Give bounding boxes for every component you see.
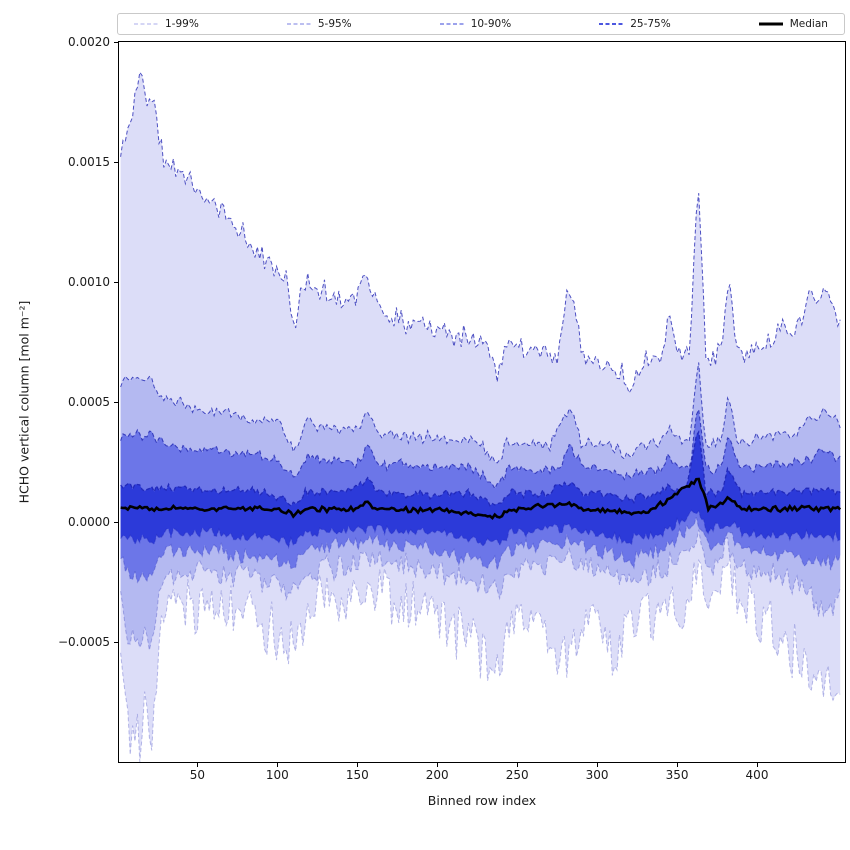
y-tick-label-0.0020: 0.0020 bbox=[68, 35, 110, 49]
percentile-line-lower-p10 bbox=[120, 516, 841, 584]
x-tick-mark bbox=[437, 763, 439, 767]
x-tick-label-150: 150 bbox=[345, 768, 369, 782]
x-tick-mark bbox=[517, 763, 519, 767]
band-fill-25-75 bbox=[120, 431, 841, 548]
y-tick-mark bbox=[114, 282, 118, 283]
x-tick-mark bbox=[197, 763, 199, 767]
y-tick-label-0.0015: 0.0015 bbox=[68, 155, 110, 169]
percentile-line-lower-p01 bbox=[120, 558, 841, 762]
axes-box bbox=[118, 41, 846, 763]
x-tick-label-250: 250 bbox=[505, 768, 529, 782]
legend-sample-line bbox=[599, 23, 624, 25]
legend-sample-line bbox=[286, 23, 311, 25]
legend: 1-99% 5-95% 10-90% 25-75% Median bbox=[117, 13, 845, 35]
legend-item-1-99-[interactable]: 1-99% bbox=[134, 18, 199, 30]
legend-sample-line bbox=[439, 23, 464, 25]
percentile-line-upper-p95 bbox=[120, 362, 841, 464]
x-tick-label-50: 50 bbox=[189, 768, 206, 782]
percentile-line-upper-p90 bbox=[120, 407, 841, 490]
x-tick-label-200: 200 bbox=[425, 768, 449, 782]
legend-label: Median bbox=[789, 18, 828, 30]
legend-item-5-95-[interactable]: 5-95% bbox=[286, 18, 352, 30]
plot-area bbox=[120, 71, 842, 762]
legend-item-25-75-[interactable]: 25-75% bbox=[599, 18, 671, 30]
y-axis-label: HCHO vertical column [mol m⁻²] bbox=[16, 300, 32, 504]
percentile-line-upper-p75 bbox=[120, 429, 841, 507]
y-tick-mark bbox=[114, 642, 118, 643]
y-tick-label-0.0010: 0.0010 bbox=[68, 275, 110, 289]
legend-label: 5-95% bbox=[317, 18, 352, 30]
x-tick-mark bbox=[597, 763, 599, 767]
y-tick-mark bbox=[114, 402, 118, 403]
y-tick-label-0.0000: 0.0000 bbox=[68, 515, 110, 529]
legend-item-median[interactable]: Median bbox=[758, 18, 828, 30]
x-tick-label-100: 100 bbox=[265, 768, 289, 782]
legend-sample-line bbox=[134, 23, 158, 25]
percentile-line-upper-p99 bbox=[120, 71, 841, 395]
legend-label: 1-99% bbox=[165, 18, 199, 30]
x-tick-label-350: 350 bbox=[665, 768, 689, 782]
x-tick-label-400: 400 bbox=[745, 768, 769, 782]
legend-label: 10-90% bbox=[470, 18, 512, 30]
legend-item-10-90-[interactable]: 10-90% bbox=[439, 18, 512, 30]
y-tick-mark bbox=[114, 522, 118, 523]
x-tick-mark bbox=[757, 763, 758, 767]
legend-label: 25-75% bbox=[630, 18, 671, 30]
x-tick-label-300: 300 bbox=[585, 768, 609, 782]
x-tick-mark bbox=[677, 763, 679, 767]
median-line bbox=[120, 477, 842, 521]
band-fill-1-99 bbox=[120, 72, 841, 762]
x-tick-mark bbox=[357, 763, 359, 767]
y-tick-label-−0.0005: −0.0005 bbox=[57, 635, 110, 649]
y-tick-mark bbox=[114, 162, 118, 163]
legend-sample-line bbox=[758, 22, 783, 26]
x-axis-label: Binned row index bbox=[427, 793, 537, 808]
y-tick-mark bbox=[114, 42, 118, 43]
percentile-line-lower-p25 bbox=[120, 509, 841, 550]
x-tick-mark bbox=[277, 763, 279, 767]
percentile-line-lower-p05 bbox=[120, 529, 841, 651]
y-tick-label-0.0005: 0.0005 bbox=[68, 395, 110, 409]
